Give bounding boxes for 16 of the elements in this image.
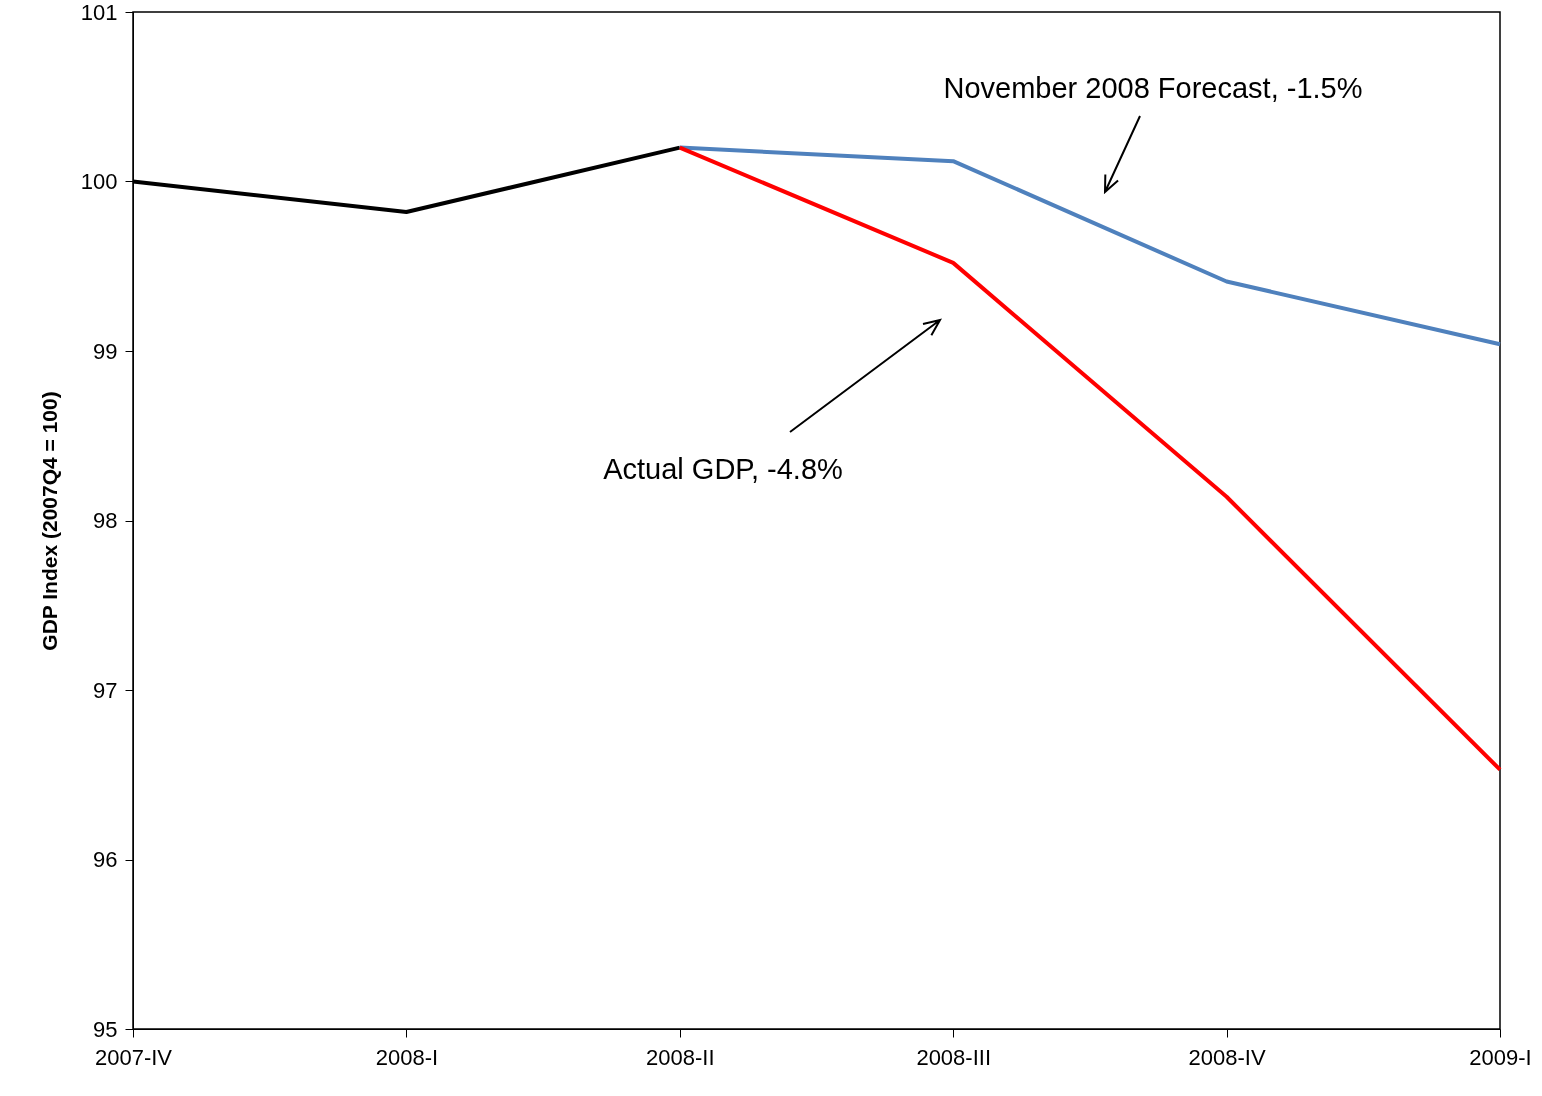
y-tick-label: 97 xyxy=(93,677,118,703)
x-tick-label: 2007-IV xyxy=(94,1044,173,1070)
annotation: November 2008 Forecast, -1.5% xyxy=(943,72,1363,104)
y-tick-label: 101 xyxy=(80,0,118,25)
y-tick-label: 96 xyxy=(93,847,118,872)
x-tick-label: 2008-I xyxy=(375,1044,439,1070)
x-tick-label: 2009-I xyxy=(1469,1044,1532,1070)
x-tick-label: 2008-IV xyxy=(1188,1044,1266,1070)
y-tick-label: 100 xyxy=(80,169,118,194)
y-tick-label: 95 xyxy=(93,1016,118,1042)
y-axis-title: GDP Index (2007Q4 = 100) xyxy=(37,391,61,651)
x-tick-label: 2008-II xyxy=(646,1044,715,1070)
y-tick-label: 99 xyxy=(93,338,118,364)
y-tick-label: 98 xyxy=(93,508,118,533)
annotation: Actual GDP, -4.8% xyxy=(603,453,843,485)
x-tick-label: 2008-III xyxy=(916,1044,991,1070)
